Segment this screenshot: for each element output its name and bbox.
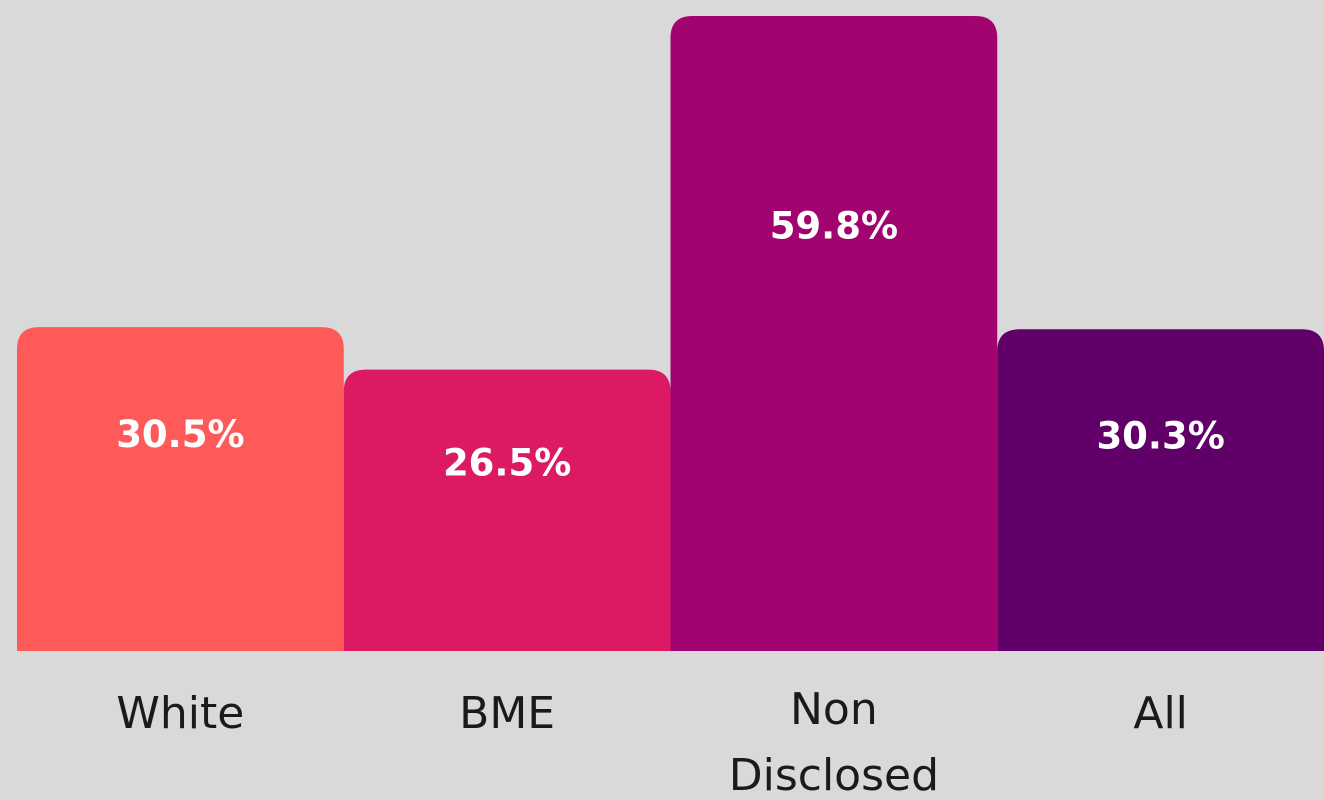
category-label: All: [1133, 688, 1188, 739]
category-label-line: Non: [790, 684, 878, 735]
category-label: White: [116, 688, 244, 739]
bar-value-label: 59.8%: [770, 205, 898, 248]
bar-value-label: 26.5%: [443, 441, 571, 484]
bar-all: [997, 329, 1324, 651]
bar-value-label: 30.3%: [1096, 414, 1224, 457]
bar-value-label: 30.5%: [116, 413, 244, 456]
category-label-line: White: [116, 688, 244, 739]
category-label-line: BME: [459, 688, 555, 739]
bar-bme: [343, 369, 671, 651]
category-label-line: All: [1133, 688, 1188, 739]
category-label: BME: [459, 688, 555, 739]
category-label: Non Disclosed: [729, 684, 939, 800]
category-label-line: Disclosed: [729, 750, 939, 800]
bar-white: [17, 327, 344, 651]
bar-non-disclosed: [670, 16, 998, 651]
